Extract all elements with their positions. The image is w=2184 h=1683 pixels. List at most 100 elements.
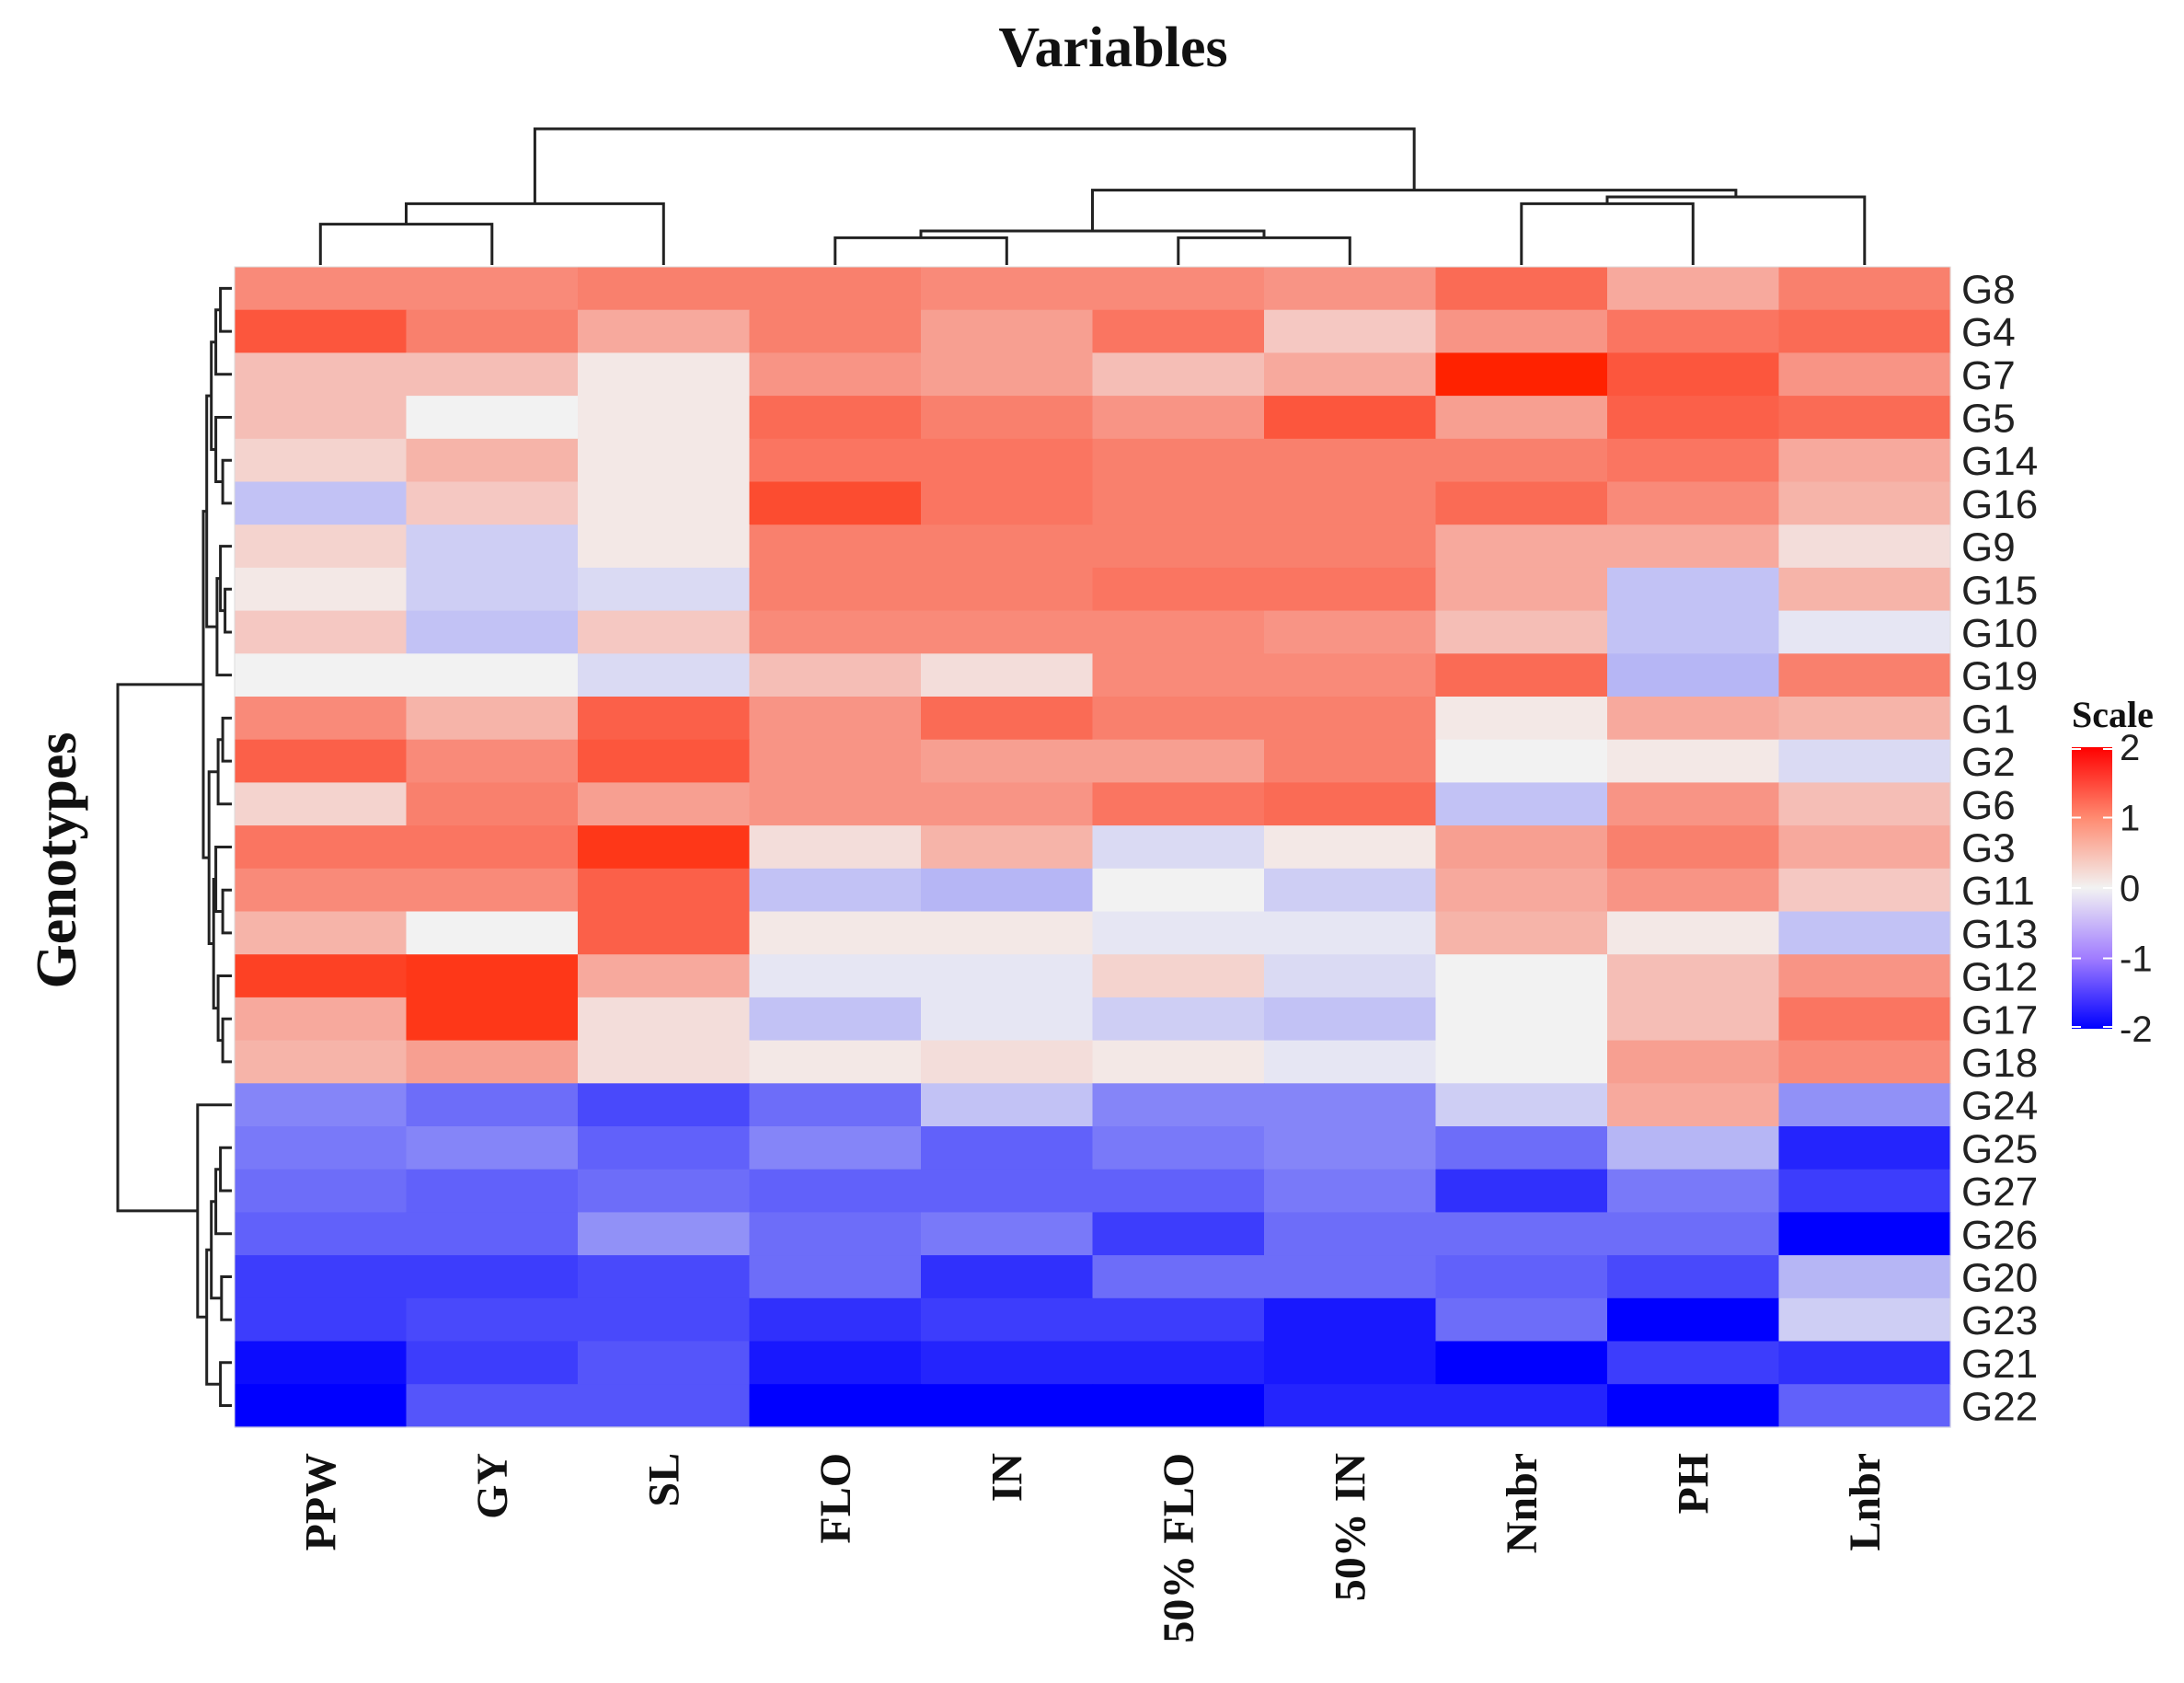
legend-tick-label: 1: [2120, 799, 2140, 839]
heatmap-cell: [1607, 610, 1780, 654]
heatmap-cell: [749, 911, 922, 955]
heatmap-cell: [1607, 1297, 1780, 1343]
heatmap-cell: [1435, 1169, 1608, 1213]
heatmap-cell: [1435, 481, 1608, 525]
heatmap-cell: [1264, 825, 1437, 870]
heatmap-cell: [578, 567, 751, 612]
heatmap-cell: [1264, 352, 1437, 397]
dendrogram-branch: [1177, 236, 1351, 265]
heatmap-cell: [1778, 1169, 1951, 1213]
dendrogram-branch: [833, 236, 1008, 265]
heatmap-cell: [1264, 481, 1437, 525]
heatmap-cell: [749, 396, 922, 440]
heatmap-cell: [406, 653, 579, 697]
column-label: FLO: [811, 1453, 860, 1544]
heatmap-cell: [1092, 309, 1265, 353]
heatmap-cell: [1607, 1083, 1780, 1127]
heatmap-cell: [406, 309, 579, 353]
heatmap-cell: [1264, 997, 1437, 1042]
heatmap-cell: [578, 954, 751, 998]
heatmap-cell: [1435, 1297, 1608, 1343]
row-label: G5: [1961, 397, 2016, 442]
heatmap-cell: [921, 868, 1094, 913]
heatmap-cell: [406, 481, 579, 525]
heatmap-cell: [1435, 267, 1608, 311]
heatmap-cell: [578, 782, 751, 826]
column-label: SL: [639, 1453, 688, 1507]
heatmap-cell: [235, 567, 408, 612]
heatmap-cell: [406, 954, 579, 998]
heatmap-cell: [578, 739, 751, 783]
heatmap-cell: [1092, 782, 1265, 826]
heatmap-cell: [1264, 911, 1437, 955]
row-label: G27: [1961, 1170, 2038, 1215]
dendrogram-branch: [405, 202, 665, 265]
heatmap-cell: [1607, 396, 1780, 440]
row-label: G17: [1961, 997, 2038, 1043]
row-label: G11: [1961, 869, 2035, 914]
heatmap-cell: [235, 352, 408, 397]
heatmap-cell: [1778, 267, 1951, 311]
heatmap-cell: [1778, 610, 1951, 654]
heatmap-cell: [406, 1040, 579, 1084]
heatmap-cell: [406, 438, 579, 483]
heatmap-cell: [578, 267, 751, 311]
heatmap-cell: [1607, 481, 1780, 525]
heatmap-cell: [578, 396, 751, 440]
heatmap-cell: [1092, 1169, 1265, 1213]
row-label: G13: [1961, 912, 2038, 957]
heatmap-cell: [1607, 567, 1780, 612]
heatmap-cell: [578, 1297, 751, 1343]
heatmap-cell: [1435, 610, 1608, 654]
heatmap-cell: [406, 396, 579, 440]
heatmap-cell: [1435, 1126, 1608, 1170]
heatmap-cell: [921, 825, 1094, 870]
heatmap-cell: [1435, 1083, 1608, 1127]
heatmap-cell: [1435, 1255, 1608, 1299]
heatmap-cell: [1607, 524, 1780, 569]
heatmap-cell: [1778, 309, 1951, 353]
heatmap-cell: [1264, 954, 1437, 998]
heatmap-cell: [578, 653, 751, 697]
heatmap-cell: [235, 868, 408, 913]
dendrogram-branch: [318, 223, 494, 265]
heatmap-cell: [1435, 396, 1608, 440]
heatmap-cell: [1607, 1169, 1780, 1213]
column-labels: PPW GY SL FLO IN 50% FLO 50% IN Nnbr PH Lnbr: [296, 1453, 1890, 1643]
heatmap-cell: [921, 782, 1094, 826]
heatmap-cell: [1435, 1212, 1608, 1256]
heatmap-cell: [1092, 567, 1265, 612]
heatmap-cell: [578, 1126, 751, 1170]
heatmap-cell: [1264, 309, 1437, 353]
heatmap-cell: [749, 1384, 922, 1428]
heatmap-cell: [1264, 567, 1437, 612]
heatmap-cell: [1435, 697, 1608, 741]
heatmap-cell: [1778, 396, 1951, 440]
heatmap-cell: [1264, 1083, 1437, 1127]
heatmap-cell: [749, 697, 922, 741]
heatmap-cell: [406, 697, 579, 741]
row-label: G3: [1961, 826, 2016, 871]
heatmap-cell: [235, 1169, 408, 1213]
heatmap-cell: [578, 481, 751, 525]
heatmap-cell: [1092, 481, 1265, 525]
heatmap-cell: [921, 481, 1094, 525]
heatmap-cell: [406, 782, 579, 826]
row-label: G14: [1961, 439, 2038, 484]
heatmap-cell: [235, 438, 408, 483]
heatmap-cell: [1092, 267, 1265, 311]
heatmap-cell: [235, 309, 408, 353]
heatmap-cell: [1435, 739, 1608, 783]
dendrogram-branch: [221, 458, 232, 505]
legend-title: Scale: [2072, 694, 2154, 735]
heatmap-cell: [921, 1255, 1094, 1299]
row-labels: G8G4G7G5G14G16G9G15G10G19G1G2G6G3G11G13G…: [1961, 267, 2038, 1429]
heatmap-cell: [1607, 739, 1780, 783]
heatmap-cell: [1264, 739, 1437, 783]
column-label: IN: [983, 1453, 1031, 1503]
column-label: 50% IN: [1326, 1453, 1374, 1602]
heatmap-cell: [749, 567, 922, 612]
heatmap-cell: [749, 1212, 922, 1256]
heatmap-cell: [921, 396, 1094, 440]
heatmap-cell: [921, 1169, 1094, 1213]
